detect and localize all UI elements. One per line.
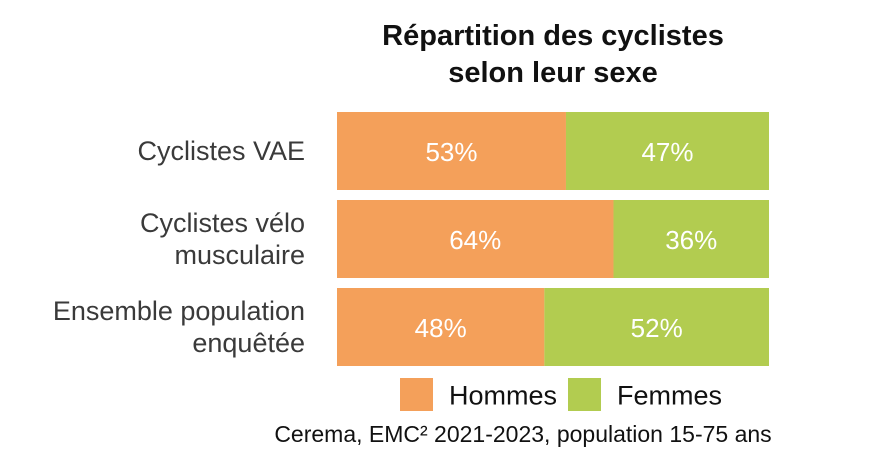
chart-title-line: selon leur sexe [448,57,658,89]
data-label: 48% [415,313,467,343]
category-label: enquêtée [192,328,305,358]
data-label: 53% [425,137,477,167]
data-label: 64% [449,225,501,255]
legend-label: Femmes [617,381,722,411]
category-label: musculaire [174,240,305,270]
category-label: Cyclistes VAE [137,136,305,166]
bar-femmes [565,112,769,190]
bar-hommes [337,200,614,278]
data-label: 47% [641,137,693,167]
bar-femmes [613,200,769,278]
bar-hommes [337,112,566,190]
data-label: 52% [631,313,683,343]
legend-swatch-femmes [568,378,601,411]
bar-femmes [544,288,769,366]
category-label: Cyclistes vélo [140,208,305,238]
data-label: 36% [665,225,717,255]
chart-title-line: Répartition des cyclistes [382,20,724,52]
source-note: Cerema, EMC² 2021-2023, population 15-75… [274,421,771,447]
legend-label: Hommes [449,381,557,411]
bar-hommes [337,288,545,366]
legend-swatch-hommes [400,378,433,411]
category-label: Ensemble population [53,296,305,326]
